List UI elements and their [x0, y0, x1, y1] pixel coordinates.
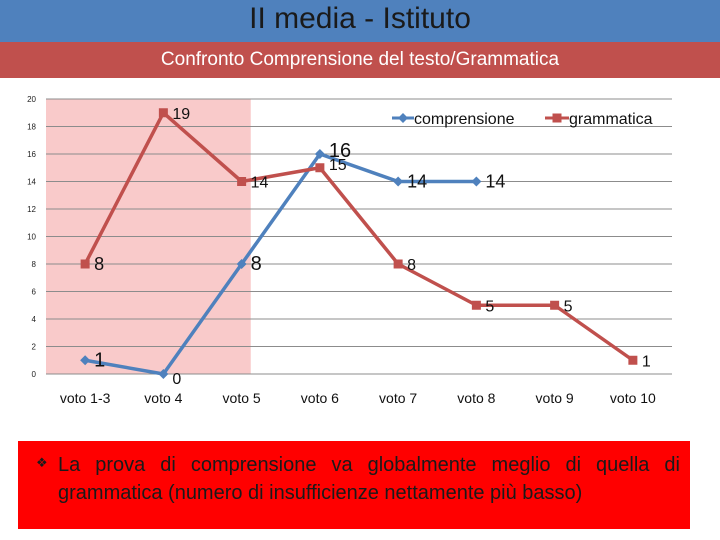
data-label-grammatica: 1 — [642, 353, 651, 370]
y-tick-label: 2 — [32, 343, 37, 352]
x-tick-label: voto 1-3 — [60, 390, 111, 406]
data-point-grammatica — [80, 259, 90, 269]
series-line-grammatica — [83, 111, 634, 362]
data-point-grammatica — [393, 259, 403, 269]
x-tick-label: voto 7 — [379, 390, 417, 406]
bullet-icon: ❖ — [36, 455, 48, 470]
x-tick-label: voto 5 — [223, 390, 261, 406]
legend-label-grammatica: grammatica — [569, 111, 653, 128]
data-label-grammatica: 5 — [485, 298, 494, 315]
page-subtitle: Confronto Comprensione del testo/Grammat… — [160, 49, 560, 70]
data-label-grammatica: 5 — [564, 298, 573, 315]
y-tick-label: 20 — [27, 95, 36, 104]
data-label-grammatica: 14 — [251, 175, 269, 192]
data-point-grammatica — [628, 355, 638, 365]
data-point-comprensione — [471, 176, 482, 187]
conclusion-note: ❖ La prova di comprensione va globalment… — [18, 441, 690, 529]
legend-label-comprensione: comprensione — [414, 111, 515, 128]
data-label-grammatica: 19 — [172, 106, 190, 123]
x-tick-label: voto 9 — [536, 390, 574, 406]
data-label-comprensione: 8 — [251, 253, 262, 275]
title-bar: II media - Istituto — [0, 0, 720, 42]
data-label-comprensione: 14 — [485, 172, 505, 192]
y-tick-label: 18 — [27, 123, 36, 132]
data-label-comprensione: 1 — [94, 349, 105, 371]
data-label-comprensione: 16 — [329, 140, 351, 162]
data-label-comprensione: 14 — [407, 172, 427, 192]
data-point-comprensione — [158, 369, 169, 379]
y-tick-label: 0 — [32, 370, 37, 379]
data-point-grammatica — [550, 300, 560, 310]
data-point-grammatica — [315, 163, 325, 173]
x-tick-label: voto 4 — [144, 390, 182, 406]
legend-marker-grammatica — [552, 113, 562, 123]
x-tick-label: voto 8 — [457, 390, 495, 406]
series-line-comprensione — [84, 152, 477, 376]
note-text: La prova di comprensione va globalmente … — [58, 454, 680, 504]
data-label-grammatica: 8 — [407, 257, 416, 274]
data-point-comprensione — [393, 176, 404, 187]
y-tick-label: 6 — [32, 288, 37, 297]
y-tick-label: 10 — [27, 233, 36, 242]
data-point-comprensione — [80, 355, 91, 366]
subtitle-bar: Confronto Comprensione del testo/Grammat… — [0, 42, 720, 78]
x-tick-label: voto 10 — [610, 390, 656, 406]
page-title: II media - Istituto — [249, 2, 471, 35]
y-tick-label: 16 — [27, 150, 36, 159]
y-tick-label: 12 — [27, 205, 36, 214]
y-tick-label: 8 — [32, 260, 37, 269]
data-label-grammatica: 8 — [94, 254, 104, 274]
data-point-grammatica — [158, 108, 168, 118]
data-point-grammatica — [471, 300, 481, 310]
data-point-grammatica — [237, 177, 247, 186]
data-point-comprensione — [314, 149, 325, 159]
y-tick-label: 4 — [32, 315, 37, 324]
x-tick-label: voto 6 — [301, 390, 339, 406]
data-label-grammatica: 15 — [329, 157, 347, 174]
data-label-comprensione: 0 — [172, 371, 181, 388]
data-point-comprensione — [236, 259, 247, 269]
y-tick-label: 14 — [27, 178, 36, 187]
line-chart: 0 2 4 6 8 10 12 14 16 18 20 voto 1-3 voto 4 voto 5 vot… — [0, 80, 720, 420]
legend-marker-comprensione — [398, 113, 408, 123]
